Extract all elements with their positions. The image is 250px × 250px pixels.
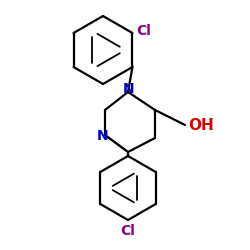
Text: N: N [97, 129, 109, 143]
Text: OH: OH [188, 118, 214, 132]
Text: Cl: Cl [136, 24, 151, 38]
Text: Cl: Cl [120, 224, 136, 238]
Text: N: N [123, 82, 135, 96]
